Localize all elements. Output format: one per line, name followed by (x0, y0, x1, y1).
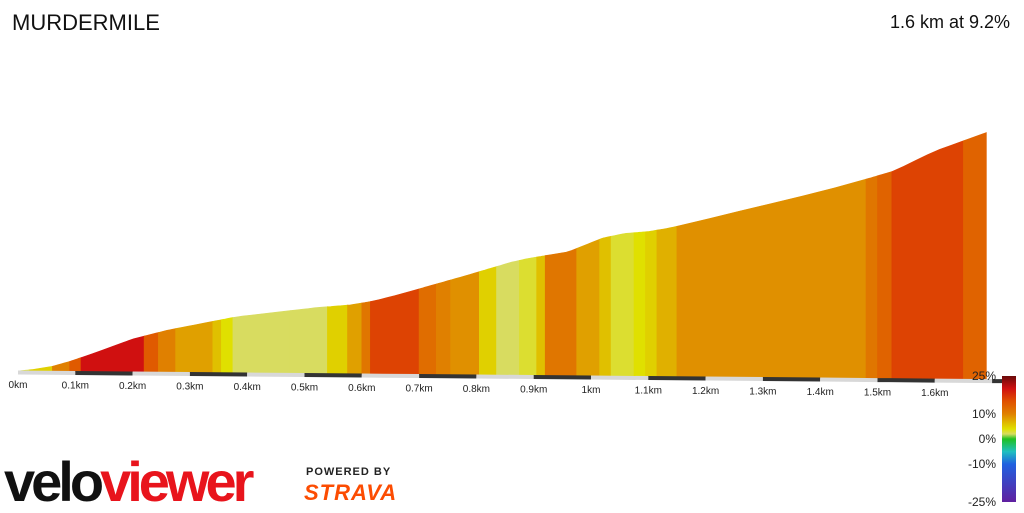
x-tick-label: 0.3km (176, 382, 203, 393)
gradient-segment (370, 289, 419, 375)
gradient-segment (30, 366, 53, 371)
axis-band (476, 377, 533, 378)
gradient-segment (158, 329, 175, 373)
x-tick-label: 1.4km (807, 387, 834, 398)
x-tick-label: 1.2km (692, 386, 719, 397)
gradient-segment (677, 179, 866, 378)
gradient-segment (290, 307, 327, 374)
x-tick-label: 0.9km (520, 385, 547, 396)
gradient-segment (878, 172, 892, 379)
x-tick-label: 1.5km (864, 388, 891, 399)
strava-logo: STRAVA (304, 480, 397, 506)
axis-band (190, 374, 247, 375)
gradient-segment (52, 362, 69, 372)
gradient-segment (892, 141, 964, 379)
gradient-segment (233, 311, 290, 374)
gradient-segment (611, 233, 634, 377)
axis-band (362, 376, 419, 377)
axis-band (820, 380, 877, 381)
gradient-segment (577, 239, 600, 376)
gradient-segment (479, 267, 496, 376)
axis-band (133, 374, 190, 375)
gradient-segment (451, 272, 480, 375)
gradient-segment (634, 232, 645, 377)
gradient-segment (545, 248, 577, 376)
axis-band (75, 373, 132, 374)
x-tick-label: 0.7km (405, 384, 432, 395)
gradient-segment (497, 260, 520, 375)
colorbar-label: -10% (968, 457, 996, 471)
gradient-segment (81, 336, 144, 372)
logo-text-viewer: viewer (100, 450, 250, 513)
x-tick-label: 0.8km (463, 384, 490, 395)
gradient-segment (600, 236, 612, 376)
x-tick-label: 0.2km (119, 381, 146, 392)
powered-by-label: POWERED BY (306, 466, 391, 478)
gradient-segment (963, 133, 986, 380)
gradient-segment (362, 302, 371, 375)
gradient-segment (144, 333, 158, 373)
axis-band (648, 378, 705, 379)
x-tick-label: 1.3km (749, 387, 776, 398)
brand-footer: veloviewer POWERED BY STRAVA (4, 452, 424, 512)
gradient-segment (519, 257, 536, 376)
gradient-colorbar: 25% 10% 0% -10% -25% (968, 369, 1016, 509)
x-tick-label: 0.6km (348, 383, 375, 394)
gradient-segment (657, 226, 677, 376)
gradient-segment (176, 321, 213, 372)
gradient-segment (327, 305, 347, 374)
x-tick-label: 0.1km (62, 381, 89, 392)
x-tick-label: 1km (582, 385, 601, 396)
gradient-segment (866, 176, 878, 379)
axis-band (591, 378, 648, 379)
axis-band (247, 375, 304, 376)
x-tick-label: 1.1km (635, 386, 662, 397)
colorbar-label: 10% (972, 407, 996, 421)
gradient-segment (537, 256, 546, 376)
gradient-segment (221, 318, 233, 373)
gradient-segment (70, 358, 81, 372)
veloviewer-logo: veloviewer (4, 452, 250, 512)
colorbar-scale (1002, 376, 1016, 502)
axis-band (18, 373, 75, 374)
gradient-area (18, 133, 986, 380)
gradient-segment (419, 284, 436, 375)
logo-text-velo: velo (4, 450, 100, 513)
axis-band (878, 380, 935, 381)
colorbar-label: -25% (968, 495, 996, 509)
x-tick-label: 1.6km (921, 388, 948, 399)
axis-band (763, 379, 820, 380)
axis-band (534, 377, 591, 378)
axis-band (305, 375, 362, 376)
colorbar-label: 0% (979, 432, 997, 446)
x-tick-label: 0km (9, 380, 28, 391)
axis-band (419, 376, 476, 377)
gradient-segment (348, 303, 362, 374)
gradient-segment (436, 280, 450, 375)
x-tick-label: 0.5km (291, 383, 318, 394)
gradient-segment (645, 230, 657, 377)
colorbar-label: 25% (972, 369, 996, 383)
x-tick-label: 0.4km (234, 382, 261, 393)
gradient-segment (213, 320, 222, 373)
axis-band (706, 379, 763, 380)
